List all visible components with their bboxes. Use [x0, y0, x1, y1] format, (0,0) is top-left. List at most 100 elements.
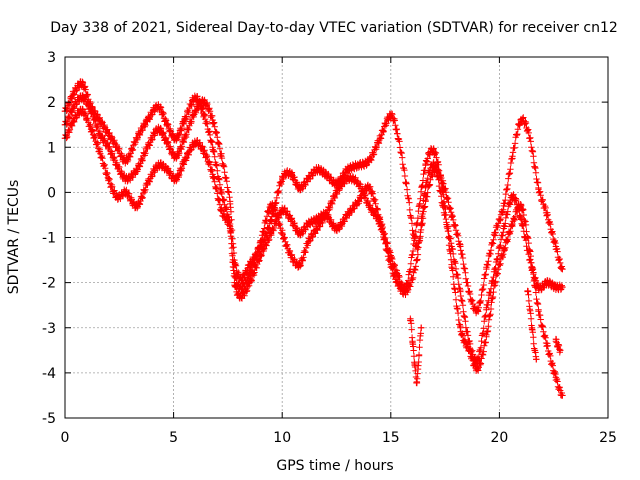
data-point: [483, 265, 490, 273]
data-point: [163, 139, 171, 146]
data-point: [535, 306, 542, 313]
data-point: [415, 351, 423, 359]
data-point: [163, 121, 171, 128]
data-point: [192, 139, 199, 146]
data-point: [96, 148, 103, 155]
data-point: [192, 94, 199, 101]
data-point: [322, 211, 329, 219]
data-point: [200, 98, 208, 106]
data-point: [122, 175, 130, 183]
data-point: [543, 342, 551, 349]
data-point: [105, 175, 112, 183]
data-point: [526, 135, 534, 142]
data-point: [87, 126, 95, 133]
data-point: [509, 220, 516, 228]
data-point: [387, 252, 394, 259]
data-point: [552, 283, 560, 291]
data-point: [70, 103, 77, 110]
data-point: [155, 103, 162, 110]
data-point: [355, 198, 362, 205]
data-point: [524, 288, 531, 295]
data-point: [422, 184, 429, 192]
data-point: [172, 153, 179, 160]
chart-title: Day 338 of 2021, Sidereal Day-to-day VTE…: [50, 20, 618, 36]
data-point: [409, 338, 416, 345]
data-point: [422, 162, 429, 169]
data-point: [231, 270, 238, 277]
data-point: [122, 189, 130, 196]
data-point: [559, 283, 566, 291]
data-point: [144, 116, 151, 124]
series-trace-4: [407, 287, 564, 387]
data-point: [172, 175, 179, 183]
data-point: [474, 356, 481, 363]
data-point: [491, 229, 499, 237]
data-point: [559, 265, 566, 273]
y-axis-label: SDTVAR / TECUs: [6, 180, 22, 295]
data-point: [413, 243, 421, 250]
data-point: [226, 198, 234, 205]
data-point: [448, 243, 455, 250]
data-point: [517, 202, 525, 210]
x-axis-label: GPS time / hours: [276, 458, 393, 474]
y-tick-label: -2: [42, 276, 56, 292]
data-point: [535, 184, 542, 192]
data-point: [517, 216, 525, 223]
data-point: [209, 144, 216, 151]
data-point: [218, 207, 225, 214]
data-point: [96, 116, 103, 124]
x-tick-label: 20: [490, 430, 508, 446]
data-point: [209, 171, 216, 178]
data-point: [218, 153, 225, 160]
data-point: [402, 288, 410, 295]
data-point: [268, 216, 275, 223]
data-point: [305, 220, 312, 228]
data-point: [457, 243, 464, 250]
data-point: [413, 378, 421, 386]
data-point: [344, 211, 351, 219]
data-point: [474, 365, 481, 372]
data-point: [387, 112, 394, 119]
data-point: [411, 360, 418, 368]
data-point: [200, 148, 208, 155]
data-point: [279, 175, 286, 183]
data-point: [500, 225, 507, 232]
data-point: [543, 211, 551, 219]
data-point: [144, 144, 151, 151]
data-series: [61, 78, 566, 399]
data-point: [465, 338, 473, 345]
data-point: [268, 202, 275, 210]
data-point: [465, 288, 473, 295]
data-point: [313, 166, 321, 174]
data-point: [144, 180, 151, 187]
data-point: [407, 315, 414, 322]
y-tick-label: -1: [42, 231, 56, 247]
data-point: [526, 256, 534, 264]
data-point: [237, 283, 245, 291]
data-point: [287, 252, 295, 259]
data-point: [70, 116, 77, 124]
data-point: [268, 229, 275, 237]
y-tick-label: 1: [47, 140, 56, 156]
data-point: [287, 171, 295, 178]
data-point: [181, 157, 188, 164]
data-point: [376, 220, 384, 228]
data-point: [402, 180, 410, 187]
data-point: [457, 288, 464, 295]
data-point: [533, 356, 540, 363]
data-point: [172, 135, 179, 142]
data-point: [79, 94, 86, 101]
data-point: [133, 135, 140, 142]
y-tick-label: 2: [47, 95, 56, 111]
data-point: [79, 80, 86, 88]
data-point: [155, 126, 162, 133]
data-point: [313, 216, 321, 223]
data-point: [257, 238, 264, 246]
data-point: [218, 189, 225, 196]
y-tick-label: 0: [47, 185, 56, 201]
data-point: [344, 175, 351, 183]
data-point: [181, 116, 188, 124]
data-point: [500, 247, 507, 255]
y-tick-label: -5: [42, 411, 56, 427]
data-point: [355, 162, 362, 169]
